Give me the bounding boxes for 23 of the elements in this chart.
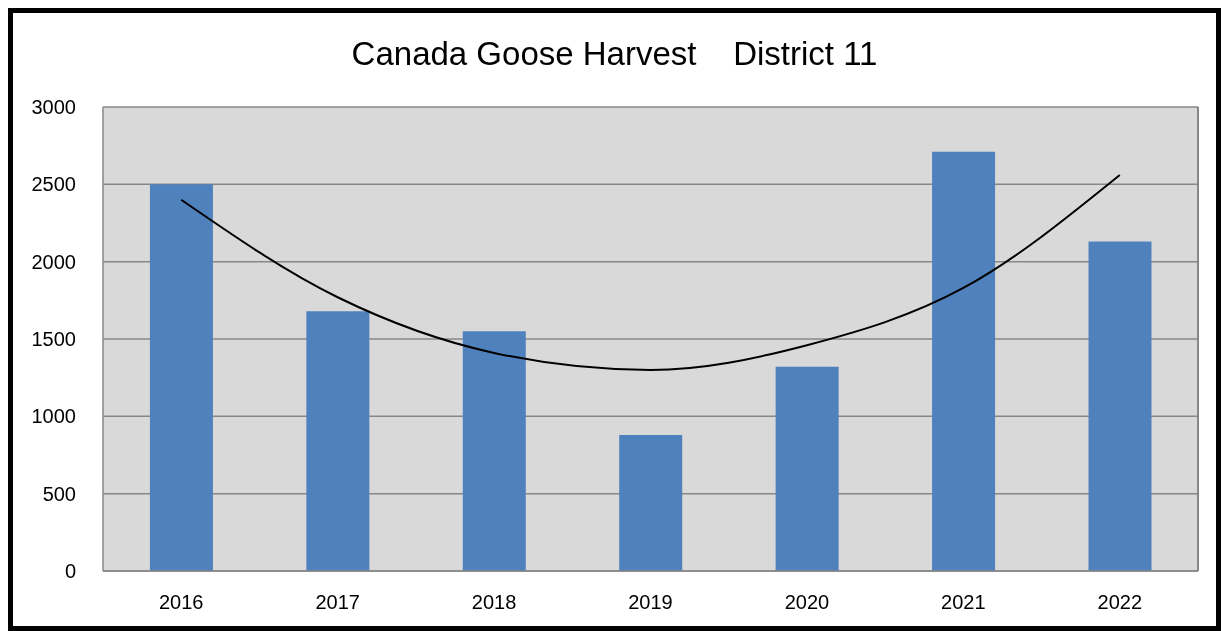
- x-tick-label: 2020: [784, 591, 830, 614]
- y-tick-label: 3000: [31, 96, 76, 119]
- bar: [306, 311, 370, 571]
- bar: [149, 184, 213, 571]
- bar: [932, 151, 996, 571]
- x-tick-label: 2017: [315, 591, 360, 614]
- x-tick-label: 2022: [1097, 591, 1143, 614]
- y-tick-label: 1500: [31, 328, 76, 351]
- x-tick-label: 2019: [628, 591, 673, 614]
- y-tick-label: 0: [64, 560, 76, 583]
- bar: [619, 434, 683, 571]
- line-series: [180, 174, 1121, 371]
- y-tick-label: 1000: [31, 405, 76, 428]
- bar: [1088, 241, 1152, 571]
- bar: [462, 331, 526, 571]
- y-tick-label: 2000: [31, 250, 76, 273]
- bar: [775, 366, 839, 571]
- x-tick-label: 2016: [158, 591, 204, 614]
- y-tick-label: 500: [42, 482, 76, 505]
- x-tick-label: 2021: [941, 591, 986, 614]
- chart-title: Canada Goose Harvest District 11: [350, 35, 879, 72]
- y-tick-label: 2500: [31, 173, 76, 196]
- x-tick-label: 2018: [471, 591, 517, 614]
